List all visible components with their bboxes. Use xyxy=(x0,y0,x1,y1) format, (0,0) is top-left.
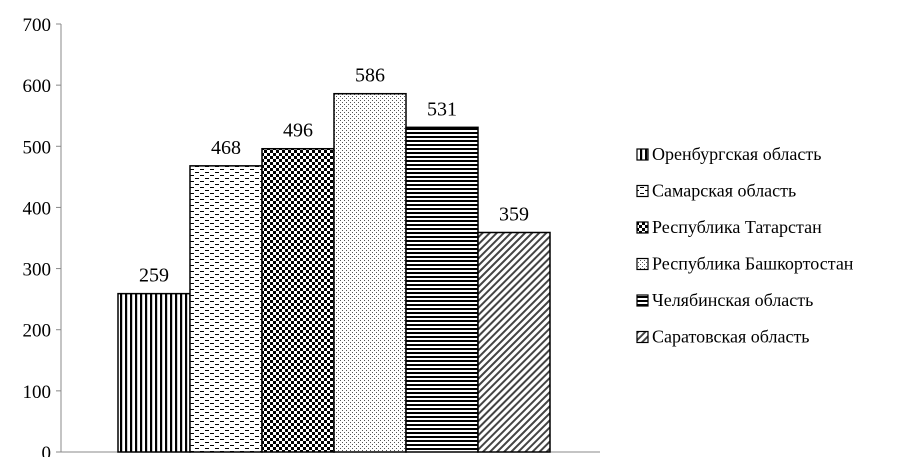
legend-label: Челябинская область xyxy=(652,290,813,310)
y-tick-label: 100 xyxy=(23,382,52,403)
y-tick-label: 300 xyxy=(23,260,52,281)
legend-swatch xyxy=(636,221,649,234)
legend: Оренбургская область Самарская область Рес… xyxy=(636,144,854,347)
data-label: 586 xyxy=(355,65,385,87)
bar xyxy=(261,147,335,453)
bar xyxy=(333,92,407,453)
bars: 259 468 496 586 531 359 xyxy=(117,65,551,453)
legend-label: Саратовская область xyxy=(652,327,810,347)
legend-item: Республика Башкортостан xyxy=(636,254,854,274)
bar xyxy=(477,231,551,453)
legend-item: Самарская область xyxy=(636,181,796,201)
legend-label: Республика Башкортостан xyxy=(652,254,854,274)
legend-swatch xyxy=(636,148,649,161)
data-label: 531 xyxy=(427,98,457,120)
bar xyxy=(189,165,263,453)
legend-swatch xyxy=(636,257,649,271)
data-label: 496 xyxy=(283,120,313,142)
y-tick-label: 200 xyxy=(23,321,52,342)
y-tick-label: 700 xyxy=(23,15,52,36)
axes: 0 100 200 300 400 500 600 700 xyxy=(23,15,600,457)
data-label: 259 xyxy=(139,265,169,287)
y-tick-label: 600 xyxy=(23,76,52,97)
legend-label: Оренбургская область xyxy=(652,144,821,164)
legend-label: Республика Татарстан xyxy=(652,217,822,237)
legend-swatch xyxy=(636,184,649,198)
legend-item: Саратовская область xyxy=(636,327,810,347)
bar xyxy=(405,126,479,453)
legend-item: Оренбургская область xyxy=(636,144,821,164)
legend-item: Челябинская область xyxy=(636,290,813,310)
bar xyxy=(117,292,191,453)
legend-swatch xyxy=(636,294,649,307)
y-tick-label: 0 xyxy=(42,443,52,457)
legend-swatch xyxy=(636,330,649,344)
legend-item: Республика Татарстан xyxy=(636,217,822,237)
data-label: 359 xyxy=(499,203,529,225)
data-label: 468 xyxy=(211,137,241,159)
y-tick-label: 400 xyxy=(23,198,52,219)
y-tick-label: 500 xyxy=(23,137,52,158)
legend-label: Самарская область xyxy=(652,181,796,201)
